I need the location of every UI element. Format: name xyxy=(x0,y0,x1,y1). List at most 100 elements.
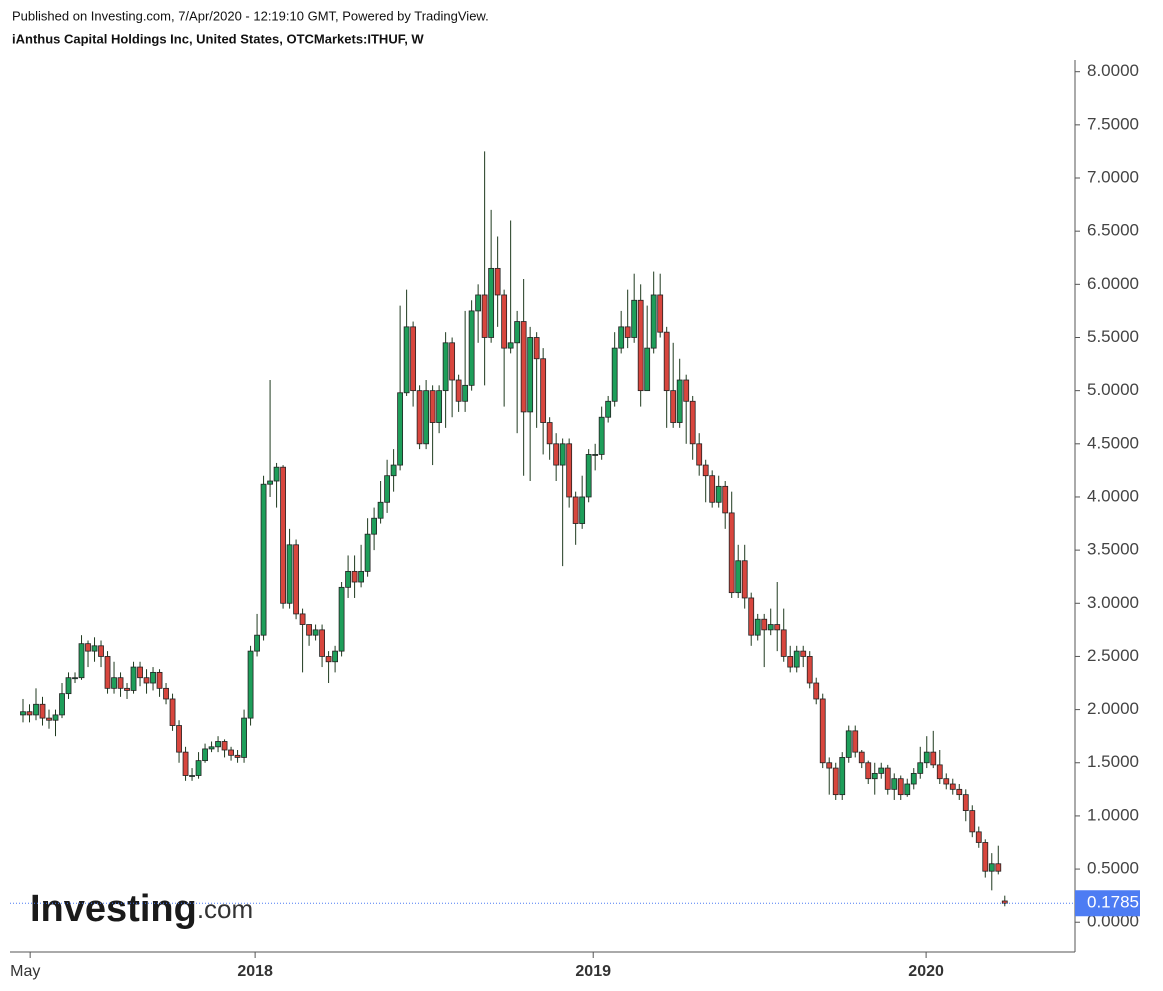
candle-body xyxy=(891,778,898,790)
candle-body xyxy=(813,682,820,700)
candle-body xyxy=(221,741,228,751)
logo: Investing.com xyxy=(30,888,253,930)
candle-body xyxy=(650,294,657,349)
candle-body xyxy=(436,390,443,423)
candle-body xyxy=(566,443,573,498)
last-price-label: 0.1785 xyxy=(1087,893,1139,912)
candle-body xyxy=(293,544,299,615)
candle-body xyxy=(20,711,26,716)
candle-body xyxy=(202,748,208,762)
candle-body xyxy=(956,788,963,796)
candle-body xyxy=(761,618,768,631)
candle-body xyxy=(871,772,878,780)
candle-body xyxy=(949,783,956,790)
y-tick-label: 3.5000 xyxy=(1087,540,1139,559)
candle-body xyxy=(683,379,690,402)
candle-body xyxy=(397,392,404,466)
candle-body xyxy=(598,416,605,455)
candle-body xyxy=(787,656,794,668)
candle-body xyxy=(403,326,410,394)
candle-body xyxy=(930,751,937,766)
candle-body xyxy=(124,687,130,691)
candle-body xyxy=(728,512,735,594)
candle-body xyxy=(800,650,807,657)
candle-body xyxy=(507,342,514,349)
candle-body xyxy=(325,656,332,663)
candle-body xyxy=(455,379,462,402)
candle-body xyxy=(345,570,351,588)
x-tick-label: 2020 xyxy=(908,963,944,980)
chart-subtitle: Published on Investing.com, 7/Apr/2020 -… xyxy=(12,8,489,23)
candle-body xyxy=(117,677,124,689)
candle-body xyxy=(631,299,638,338)
candle-body xyxy=(520,321,527,413)
candle-body xyxy=(462,384,469,402)
candle-body xyxy=(358,570,364,583)
candle-body xyxy=(286,544,293,604)
candle-body xyxy=(702,464,709,477)
candle-body xyxy=(910,772,917,785)
y-tick-label: 7.0000 xyxy=(1087,167,1139,186)
candle-body xyxy=(176,725,182,753)
candle-body xyxy=(533,337,540,360)
candle-body xyxy=(988,863,995,872)
candle-body xyxy=(26,711,33,716)
y-tick-label: 0.5000 xyxy=(1087,859,1139,878)
y-tick-label: 0.0000 xyxy=(1087,912,1139,931)
candle-body xyxy=(364,533,371,572)
candle-body xyxy=(410,326,417,392)
candle-body xyxy=(481,294,488,338)
candle-body xyxy=(709,475,716,503)
candle-body xyxy=(449,342,456,381)
candle-body xyxy=(156,671,163,689)
candle-body xyxy=(338,586,345,652)
candle-body xyxy=(527,337,534,413)
candle-body xyxy=(267,480,273,485)
candle-body xyxy=(247,650,254,719)
candle-body xyxy=(65,677,72,695)
candle-body xyxy=(676,379,683,423)
candle-body xyxy=(143,677,150,684)
y-tick-label: 6.5000 xyxy=(1087,221,1139,240)
candle-body xyxy=(39,703,46,719)
candle-body xyxy=(59,693,65,716)
candle-body xyxy=(839,757,846,796)
candle-body xyxy=(85,643,91,652)
candle-body xyxy=(884,767,891,790)
logo-text: Investing xyxy=(30,888,197,930)
candle-body xyxy=(137,666,143,679)
candle-body xyxy=(858,751,865,764)
candle-body xyxy=(494,267,501,296)
candle-body xyxy=(774,624,781,631)
candle-body xyxy=(280,466,286,604)
candle-body xyxy=(624,326,631,338)
candle-body xyxy=(98,645,104,657)
y-tick-label: 4.5000 xyxy=(1087,433,1139,452)
candle-body xyxy=(78,643,85,679)
candle-body xyxy=(741,560,748,599)
candle-body xyxy=(975,831,982,843)
candle-body xyxy=(585,454,592,498)
candle-body xyxy=(423,390,430,445)
candle-body xyxy=(663,331,670,392)
candle-body xyxy=(234,754,241,758)
candle-body xyxy=(429,390,436,423)
candle-body xyxy=(475,294,482,312)
candle-body xyxy=(299,613,306,625)
candle-body xyxy=(33,703,39,716)
candle-body xyxy=(46,717,52,721)
candle-body xyxy=(260,483,267,636)
y-tick-label: 3.0000 xyxy=(1087,593,1139,612)
y-tick-label: 1.5000 xyxy=(1087,752,1139,771)
candle-body xyxy=(150,671,156,684)
candle-body xyxy=(182,751,189,776)
candle-body xyxy=(657,294,664,333)
x-tick-label: 2018 xyxy=(237,963,273,980)
candle-body xyxy=(689,400,696,445)
y-tick-label: 6.0000 xyxy=(1087,274,1139,293)
candle-body xyxy=(722,485,729,514)
candle-body xyxy=(917,762,924,774)
candle-body xyxy=(592,454,599,456)
candle-body xyxy=(819,698,826,764)
